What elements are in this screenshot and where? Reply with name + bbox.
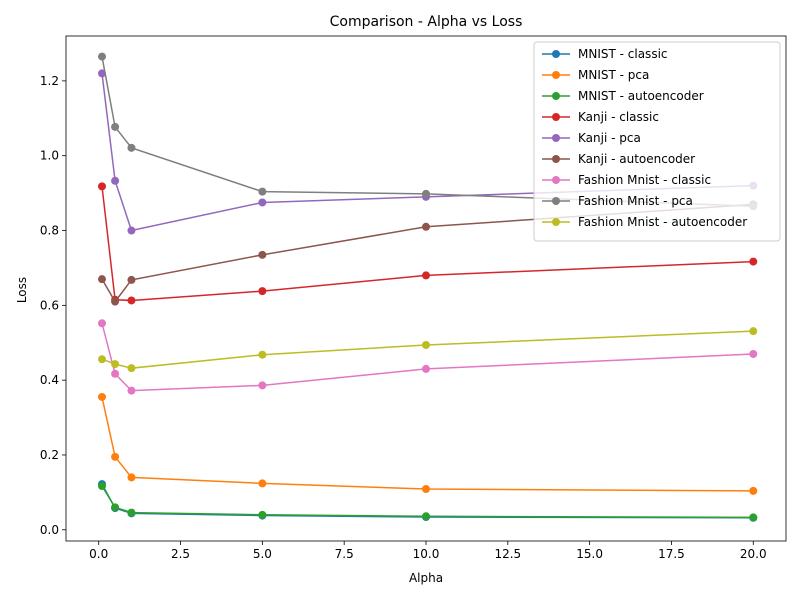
y-tick-label: 0.2 (40, 448, 59, 462)
legend-entry: Fashion Mnist - pca (578, 194, 693, 208)
data-point (258, 250, 267, 259)
data-point (111, 297, 120, 306)
axes-frame (65, 35, 787, 542)
data-point (111, 369, 120, 378)
legend-entry: Kanji - autoencoder (578, 152, 695, 166)
legend-swatch-marker (552, 71, 560, 79)
data-point (422, 189, 430, 198)
data-point (98, 182, 106, 191)
legend-entry: MNIST - pca (578, 68, 649, 82)
data-point (422, 222, 430, 231)
data-point (98, 355, 106, 364)
series-line (101, 186, 754, 302)
legend-swatch-marker (552, 197, 560, 205)
legend-swatch-marker (552, 176, 560, 184)
data-point (127, 508, 136, 517)
data-point (111, 176, 120, 185)
data-point (258, 350, 267, 359)
data-point (127, 364, 136, 373)
series-group (98, 182, 758, 305)
data-point (422, 364, 430, 373)
y-tick-label: 0.4 (40, 373, 59, 387)
data-point (422, 512, 430, 521)
legend: MNIST - classic MNIST - pca MNIST - autoen… (533, 41, 781, 242)
legend-swatch-marker (552, 92, 560, 100)
series-group (98, 200, 758, 306)
chart-title: Comparison - Alpha vs Loss (330, 14, 523, 30)
x-tick-label: 20.0 (740, 547, 767, 561)
data-point (127, 143, 136, 152)
data-point (98, 392, 106, 401)
x-tick-label: 7.5 (335, 547, 354, 561)
data-point (258, 381, 267, 390)
legend-swatch-marker (552, 155, 560, 163)
data-point (127, 386, 136, 395)
y-tick-label: 0.8 (40, 224, 59, 238)
data-point (111, 122, 120, 131)
data-point (422, 340, 430, 349)
data-point (111, 360, 120, 369)
data-point (98, 52, 106, 61)
legend-box (533, 41, 781, 242)
x-tick-label: 5.0 (253, 547, 272, 561)
legend-entry: Fashion Mnist - classic (578, 173, 711, 187)
legend-swatch-marker (552, 134, 560, 142)
legend-swatch-marker (552, 50, 560, 58)
data-point (258, 187, 267, 196)
legend-entry: Kanji - pca (578, 131, 641, 145)
series-line (101, 485, 754, 519)
data-point (127, 473, 136, 482)
series-group (98, 392, 758, 495)
x-tick-label: 15.0 (576, 547, 603, 561)
legend-swatch-marker (552, 218, 560, 226)
data-point (98, 275, 106, 284)
series-line (101, 56, 754, 207)
data-point (258, 287, 267, 296)
data-point (127, 226, 136, 235)
legend-entry: Fashion Mnist - autoencoder (578, 215, 747, 229)
y-tick-label: 1.0 (40, 149, 59, 163)
y-axis-label: Loss (15, 277, 29, 303)
legend-entry: MNIST - autoencoder (578, 89, 704, 103)
x-tick-label: 2.5 (171, 547, 190, 561)
data-point (111, 452, 120, 461)
y-tick-label: 0.6 (40, 298, 59, 312)
x-tick-label: 10.0 (413, 547, 440, 561)
data-point (749, 349, 758, 358)
data-point (422, 485, 430, 494)
plot-area: 0.0 2.5 5.0 7.5 10.0 12.5 15.0 17.5 20.0 0.0 0.2 0.… (40, 35, 787, 561)
data-point (258, 198, 267, 207)
data-point (749, 257, 758, 266)
x-tick-label: 17.5 (658, 547, 685, 561)
data-point (127, 296, 136, 305)
data-point (422, 271, 430, 280)
data-point (258, 479, 267, 488)
data-point (749, 513, 758, 522)
data-point (258, 510, 267, 519)
data-point (749, 327, 758, 336)
legend-entry: Kanji - classic (578, 110, 659, 124)
series-line (101, 73, 754, 232)
y-tick-label: 0.0 (40, 523, 59, 537)
data-point (749, 486, 758, 495)
series-line (101, 203, 754, 303)
data-point (127, 275, 136, 284)
series-group (98, 327, 758, 373)
series-group (98, 482, 758, 522)
legend-entry: MNIST - classic (578, 47, 668, 61)
data-point (111, 503, 120, 512)
x-tick-label: 0.0 (89, 547, 108, 561)
y-tick-label: 1.2 (40, 74, 59, 88)
data-point (98, 319, 106, 328)
x-tick-label: 12.5 (494, 547, 521, 561)
legend-swatch-marker (552, 113, 560, 121)
x-axis-label: Alpha (409, 571, 443, 585)
series-line (101, 396, 754, 492)
data-point (98, 482, 106, 491)
